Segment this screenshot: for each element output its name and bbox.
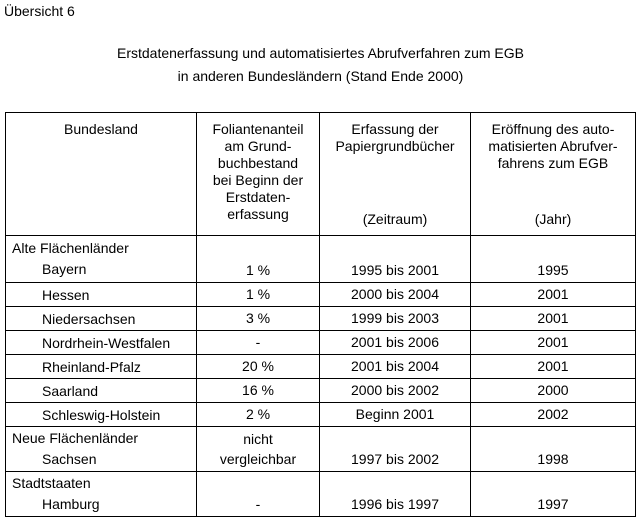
header-erfassung-unit: (Zeitraum) bbox=[362, 211, 428, 227]
table-cell-land: Alte Flächenländer Bayern bbox=[5, 235, 197, 283]
table-cell-anteil: nicht vergleichbar bbox=[196, 426, 320, 472]
header-erfassung-line: Erfassung der bbox=[351, 121, 439, 137]
group-label-stadt: Stadtstaaten bbox=[12, 475, 91, 491]
table-cell-anteil: 16 % bbox=[196, 378, 320, 403]
land-name: Rheinland-Pfalz bbox=[5, 354, 197, 379]
header-bundesland-label: Bundesland bbox=[64, 121, 138, 137]
table-cell-zeitraum: 1995 bis 2001 bbox=[319, 235, 471, 283]
header-foliant-line: erfassung bbox=[227, 206, 289, 222]
table-cell-jahr: 1995 bbox=[470, 235, 636, 283]
land-name: Hessen bbox=[5, 282, 197, 307]
table-row: Schleswig-Holstein 2 % Beginn 2001 2002 bbox=[5, 402, 636, 427]
table-cell-jahr: 2001 bbox=[470, 282, 636, 307]
header-eroeffnung-unit: (Jahr) bbox=[534, 211, 572, 227]
header-foliant-line: Erstdaten- bbox=[225, 189, 291, 205]
table-cell-zeitraum: 1997 bis 2002 bbox=[319, 426, 471, 472]
table-cell-anteil: - bbox=[196, 330, 320, 355]
table-cell-anteil: 20 % bbox=[196, 354, 320, 379]
land-name: Schleswig-Holstein bbox=[5, 402, 197, 427]
table-row: Stadtstaaten Hamburg - 1996 bis 1997 199… bbox=[5, 471, 636, 517]
table-cell-zeitraum: 2001 bis 2006 bbox=[319, 330, 471, 355]
table-cell-anteil: - bbox=[196, 471, 320, 517]
anteil-line: nicht bbox=[243, 431, 273, 447]
table-row: Neue Flächenländer Sachsen nicht verglei… bbox=[5, 426, 636, 472]
header-foliantenanteil: Foliantenanteil am Grund- buchbestand be… bbox=[196, 112, 320, 236]
land-name: Niedersachsen bbox=[5, 306, 197, 331]
table-cell-jahr: 2001 bbox=[470, 306, 636, 331]
land-name: Saarland bbox=[5, 378, 197, 403]
land-name: Bayern bbox=[42, 261, 87, 277]
table-cell-anteil: 2 % bbox=[196, 402, 320, 427]
table-row: Rheinland-Pfalz 20 % 2001 bis 2004 2001 bbox=[5, 354, 636, 379]
table-row: Hessen 1 % 2000 bis 2004 2001 bbox=[5, 282, 636, 307]
header-erfassung: Erfassung der Papiergrundbücher (Zeitrau… bbox=[319, 112, 471, 236]
land-name: Hamburg bbox=[42, 496, 100, 512]
header-eroeffnung-line: matisierten Abrufver- bbox=[488, 138, 618, 154]
table-cell-zeitraum: 2000 bis 2004 bbox=[319, 282, 471, 307]
table-cell-jahr: 1998 bbox=[470, 426, 636, 472]
table-cell-jahr: 2002 bbox=[470, 402, 636, 427]
header-eroeffnung: Eröffnung des auto- matisierten Abrufver… bbox=[470, 112, 636, 236]
land-name: Nordrhein-Westfalen bbox=[5, 330, 197, 355]
table-cell-zeitraum: 2000 bis 2002 bbox=[319, 378, 471, 403]
header-foliant-line: buchbestand bbox=[217, 155, 299, 171]
header-bundesland: Bundesland bbox=[5, 112, 197, 236]
table-row: Alte Flächenländer Bayern 1 % 1995 bis 2… bbox=[5, 235, 636, 283]
header-foliant-line: bei Beginn der bbox=[212, 172, 304, 188]
header-eroeffnung-line: Eröffnung des auto- bbox=[491, 121, 615, 137]
table-row: Nordrhein-Westfalen - 2001 bis 2006 2001 bbox=[5, 330, 636, 355]
table-cell-anteil: 1 % bbox=[196, 282, 320, 307]
table-cell-land: Stadtstaaten Hamburg bbox=[5, 471, 197, 517]
table-cell-jahr: 2000 bbox=[470, 378, 636, 403]
table-row: Niedersachsen 3 % 1999 bis 2003 2001 bbox=[5, 306, 636, 331]
table-cell-zeitraum: 1999 bis 2003 bbox=[319, 306, 471, 331]
table-cell-anteil: 3 % bbox=[196, 306, 320, 331]
document-title-line-1: Erstdatenerfassung und automatisiertes A… bbox=[117, 45, 524, 61]
header-foliant-line: Foliantenanteil bbox=[212, 121, 304, 137]
anteil-line: vergleichbar bbox=[219, 451, 297, 467]
header-foliant-line: am Grund- bbox=[224, 138, 292, 154]
header-eroeffnung-line: fahrens zum EGB bbox=[497, 155, 609, 171]
group-label-alte: Alte Flächenländer bbox=[12, 240, 129, 256]
land-name: Sachsen bbox=[42, 451, 97, 467]
header-erfassung-line: Papiergrundbücher bbox=[335, 138, 455, 154]
table-cell-zeitraum: 1996 bis 1997 bbox=[319, 471, 471, 517]
overview-number: Übersicht 6 bbox=[4, 3, 75, 19]
table-cell-zeitraum: Beginn 2001 bbox=[319, 402, 471, 427]
table-cell-anteil: 1 % bbox=[196, 235, 320, 283]
table-header-row: Bundesland Foliantenanteil am Grund- buc… bbox=[5, 112, 636, 236]
document-title-line-2: in anderen Bundesländern (Stand Ende 200… bbox=[177, 68, 464, 84]
table-cell-jahr: 2001 bbox=[470, 354, 636, 379]
table-cell-zeitraum: 2001 bis 2004 bbox=[319, 354, 471, 379]
table-row: Saarland 16 % 2000 bis 2002 2000 bbox=[5, 378, 636, 403]
federal-states-table: Bundesland Foliantenanteil am Grund- buc… bbox=[5, 112, 636, 517]
group-label-neue: Neue Flächenländer bbox=[12, 430, 139, 446]
table-cell-jahr: 2001 bbox=[470, 330, 636, 355]
table-cell-jahr: 1997 bbox=[470, 471, 636, 517]
table-cell-land: Neue Flächenländer Sachsen bbox=[5, 426, 197, 472]
